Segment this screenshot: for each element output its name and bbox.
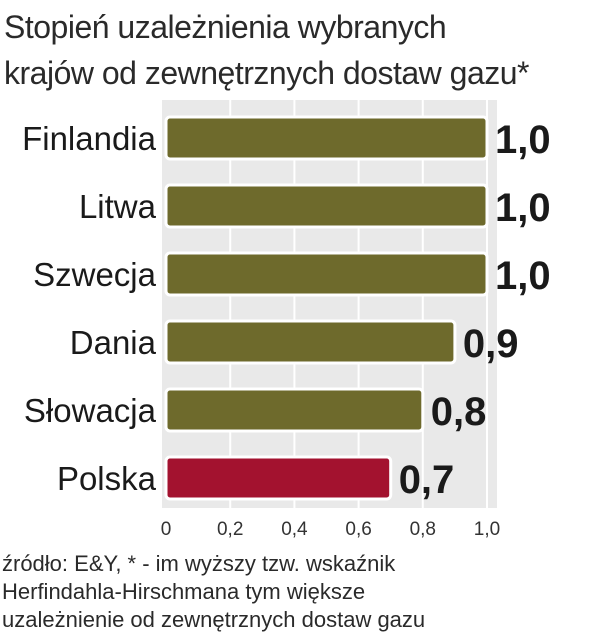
- value-label-4: 0,9: [463, 322, 519, 366]
- x-tick-label-6: 1,0: [474, 519, 500, 540]
- source-line-2: Herfindahla-Hirschmana tym większe: [2, 579, 366, 604]
- category-label-1: Finlandia: [22, 120, 157, 157]
- bar-3: [164, 251, 489, 297]
- x-tick-label-4: 0,6: [345, 519, 371, 540]
- x-tick-label-1: 0: [161, 519, 172, 540]
- x-tick-label-3: 0,4: [281, 519, 308, 540]
- value-label-3: 1,0: [495, 254, 551, 298]
- source-note: źródło: E&Y, * - im wyższy tzw. wskaźnik…: [2, 550, 602, 634]
- chart-title-line-2: krajów od zewnętrznych dostaw gazu*: [4, 55, 530, 91]
- chart-title: Stopień uzależnienia wybranych krajów od…: [4, 4, 604, 96]
- x-tick-label-5: 0,8: [410, 519, 436, 540]
- plot-area: [162, 100, 497, 508]
- category-label-3: Szwecja: [33, 256, 157, 293]
- category-label-2: Litwa: [79, 188, 157, 225]
- bar-6: [164, 455, 393, 501]
- chart-title-line-1: Stopień uzależnienia wybranych: [4, 9, 447, 45]
- bar-2: [164, 183, 489, 229]
- value-label-2: 1,0: [495, 186, 551, 230]
- value-label-6: 0,7: [399, 458, 455, 502]
- x-tick-label-2: 0,2: [217, 519, 243, 540]
- category-label-4: Dania: [70, 324, 157, 361]
- bar-5: [164, 387, 425, 433]
- bar-4: [164, 319, 457, 365]
- value-label-5: 0,8: [431, 390, 487, 434]
- category-label-6: Polska: [57, 460, 157, 497]
- value-label-1: 1,0: [495, 118, 551, 162]
- source-line-3: uzależnienie od zewnętrznych dostaw gazu: [2, 607, 426, 632]
- bar-1: [164, 115, 489, 161]
- source-line-1: źródło: E&Y, * - im wyższy tzw. wskaźnik: [2, 551, 396, 576]
- category-label-5: Słowacja: [24, 392, 157, 429]
